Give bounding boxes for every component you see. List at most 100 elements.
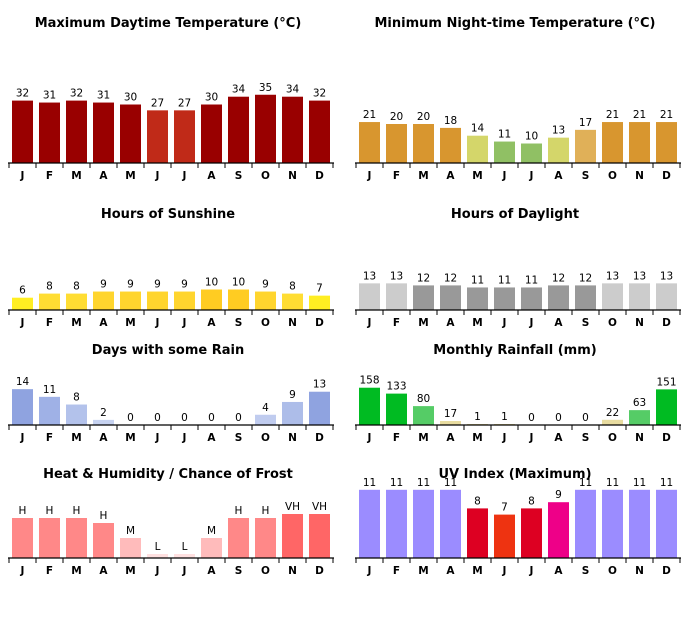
value-label-12: 21 bbox=[660, 109, 673, 121]
value-label-7: 9 bbox=[181, 279, 188, 291]
bar-3 bbox=[413, 285, 434, 310]
month-label-10: O bbox=[261, 170, 270, 182]
month-label-5: M bbox=[125, 170, 135, 182]
chart-title: Days with some Rain bbox=[92, 343, 244, 358]
bar-6 bbox=[494, 141, 515, 163]
bar-10 bbox=[602, 283, 623, 310]
bar-7 bbox=[521, 143, 542, 163]
chart-heat-humidity: Heat & Humidity / Chance of Frost H J H F H M H… bbox=[8, 463, 334, 633]
value-label-6: 11 bbox=[498, 129, 511, 141]
month-label-12: D bbox=[315, 432, 324, 444]
month-label-10: O bbox=[608, 432, 617, 444]
bar-7 bbox=[174, 554, 195, 558]
bar-10 bbox=[255, 291, 276, 310]
bar-9 bbox=[575, 285, 596, 310]
value-label-1: 32 bbox=[16, 88, 29, 100]
bar-4 bbox=[93, 523, 114, 558]
value-label-7: L bbox=[182, 541, 188, 553]
value-label-3: 12 bbox=[417, 272, 430, 284]
month-label-1: J bbox=[20, 317, 25, 329]
value-label-1: 13 bbox=[363, 270, 376, 282]
bar-2 bbox=[39, 102, 60, 163]
bar-10 bbox=[255, 414, 276, 425]
value-label-4: 31 bbox=[97, 90, 110, 102]
bar-1 bbox=[12, 100, 33, 163]
month-label-7: J bbox=[529, 432, 534, 444]
value-label-10: 21 bbox=[606, 109, 619, 121]
bar-11 bbox=[282, 96, 303, 163]
value-label-2: 20 bbox=[390, 111, 403, 123]
value-label-3: 11 bbox=[417, 477, 430, 489]
value-label-5: 8 bbox=[474, 495, 481, 507]
bar-11 bbox=[629, 410, 650, 425]
value-label-3: 32 bbox=[70, 88, 83, 100]
bar-6 bbox=[494, 514, 515, 558]
value-label-5: 0 bbox=[127, 412, 134, 424]
bar-10 bbox=[602, 122, 623, 163]
bar-6 bbox=[147, 291, 168, 310]
bar-9 bbox=[228, 289, 249, 310]
month-label-4: A bbox=[99, 432, 108, 444]
value-label-10: H bbox=[262, 505, 270, 517]
month-label-3: M bbox=[418, 317, 428, 329]
value-label-1: H bbox=[19, 505, 27, 517]
month-label-3: M bbox=[71, 565, 81, 577]
chart-min-night-temp: Minimum Night-time Temperature (°C) 21 J 20… bbox=[355, 12, 681, 182]
month-label-7: J bbox=[182, 170, 187, 182]
value-label-2: 31 bbox=[43, 90, 56, 102]
value-label-5: M bbox=[126, 525, 135, 537]
value-label-5: 9 bbox=[127, 279, 134, 291]
bar-4 bbox=[93, 419, 114, 425]
value-label-2: H bbox=[46, 505, 54, 517]
month-label-4: A bbox=[446, 565, 455, 577]
month-label-8: A bbox=[554, 565, 563, 577]
bar-8 bbox=[201, 104, 222, 163]
bar-5 bbox=[467, 287, 488, 310]
value-label-9: 0 bbox=[235, 412, 242, 424]
bar-7 bbox=[174, 110, 195, 163]
month-label-9: S bbox=[582, 565, 590, 577]
value-label-12: VH bbox=[312, 501, 327, 513]
value-label-12: 151 bbox=[656, 376, 676, 388]
value-label-3: 80 bbox=[417, 393, 430, 405]
bar-2 bbox=[386, 489, 407, 558]
month-label-8: A bbox=[554, 317, 563, 329]
bar-10 bbox=[255, 94, 276, 163]
chart-hours-daylight: Hours of Daylight 13 J 13 F 12 M 12 A 11 M 11 J 11 J 12… bbox=[355, 203, 681, 373]
bar-12 bbox=[656, 389, 677, 425]
month-label-11: N bbox=[288, 565, 297, 577]
value-label-9: H bbox=[235, 505, 243, 517]
month-label-8: A bbox=[207, 170, 216, 182]
bar-12 bbox=[309, 100, 330, 163]
bar-7 bbox=[174, 291, 195, 310]
month-label-3: M bbox=[418, 565, 428, 577]
month-label-7: J bbox=[529, 170, 534, 182]
month-label-8: A bbox=[207, 565, 216, 577]
month-label-1: J bbox=[20, 432, 25, 444]
month-label-12: D bbox=[315, 565, 324, 577]
bar-1 bbox=[359, 387, 380, 425]
bar-4 bbox=[440, 285, 461, 310]
bar-12 bbox=[309, 391, 330, 425]
value-label-9: 12 bbox=[579, 272, 592, 284]
value-label-1: 158 bbox=[359, 375, 379, 387]
bar-8 bbox=[548, 502, 569, 558]
month-label-5: M bbox=[472, 565, 482, 577]
value-label-4: 2 bbox=[100, 407, 107, 419]
month-label-7: J bbox=[529, 317, 534, 329]
value-label-3: 8 bbox=[73, 281, 80, 293]
value-label-7: 27 bbox=[178, 97, 191, 109]
value-label-10: 4 bbox=[262, 402, 269, 414]
value-label-5: 30 bbox=[124, 92, 137, 104]
bar-5 bbox=[120, 104, 141, 163]
month-label-10: O bbox=[261, 317, 270, 329]
month-label-6: J bbox=[502, 432, 507, 444]
bar-11 bbox=[282, 514, 303, 558]
month-label-9: S bbox=[235, 432, 243, 444]
month-label-6: J bbox=[155, 565, 160, 577]
chart-title: Heat & Humidity / Chance of Frost bbox=[43, 467, 293, 482]
month-label-2: F bbox=[46, 170, 53, 182]
bar-3 bbox=[66, 404, 87, 425]
value-label-7: 10 bbox=[525, 131, 538, 143]
bar-8 bbox=[548, 137, 569, 163]
